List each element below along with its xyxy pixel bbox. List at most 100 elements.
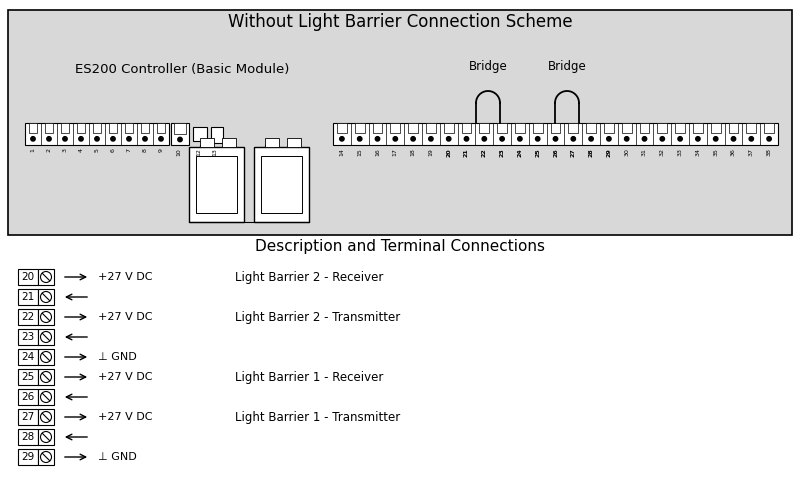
Bar (675, 123, 685, 133)
Circle shape (41, 351, 51, 363)
Bar (408, 123, 418, 133)
Text: 18: 18 (410, 148, 416, 156)
Circle shape (589, 137, 594, 141)
Circle shape (714, 137, 718, 141)
Text: 27: 27 (22, 412, 34, 422)
Bar (38, 349, 54, 365)
Bar (141, 123, 150, 133)
Text: 35: 35 (714, 148, 718, 156)
Text: 20: 20 (446, 148, 451, 157)
Bar (693, 123, 702, 133)
Bar (18, 409, 38, 425)
Circle shape (464, 137, 469, 141)
Bar (38, 269, 54, 285)
Bar (604, 123, 614, 133)
Bar (764, 123, 774, 133)
Circle shape (660, 137, 665, 141)
Bar (18, 389, 38, 405)
Text: Without Light Barrier Connection Scheme: Without Light Barrier Connection Scheme (228, 13, 572, 31)
Bar (479, 123, 489, 133)
Circle shape (41, 432, 51, 442)
Bar (711, 123, 721, 133)
Bar (195, 156, 238, 213)
Text: 37: 37 (749, 148, 754, 156)
Bar (109, 123, 118, 133)
Text: 21: 21 (464, 148, 469, 157)
Bar (533, 123, 542, 133)
Text: 14: 14 (339, 148, 344, 156)
Text: 22: 22 (482, 148, 486, 157)
Circle shape (429, 137, 433, 141)
Bar (25, 123, 169, 145)
Circle shape (696, 137, 700, 141)
Text: 20: 20 (22, 272, 34, 282)
Bar (171, 123, 189, 145)
Text: Bridge: Bridge (469, 60, 507, 73)
Bar (29, 123, 38, 133)
Text: Description and Terminal Connections: Description and Terminal Connections (255, 240, 545, 254)
Bar (729, 123, 738, 133)
Text: Light Barrier 1 - Receiver: Light Barrier 1 - Receiver (235, 370, 383, 384)
Text: 29: 29 (22, 452, 34, 462)
Text: 25: 25 (22, 372, 34, 382)
Circle shape (731, 137, 736, 141)
Bar (515, 123, 525, 133)
Circle shape (482, 137, 486, 141)
Circle shape (78, 137, 83, 141)
Bar (261, 156, 302, 213)
Bar (18, 349, 38, 365)
Bar (200, 138, 214, 147)
Text: 24: 24 (22, 352, 34, 362)
Bar (38, 429, 54, 445)
Circle shape (62, 137, 67, 141)
Circle shape (158, 137, 163, 141)
Text: 30: 30 (624, 148, 629, 156)
Text: Bridge: Bridge (548, 60, 586, 73)
Bar (550, 123, 560, 133)
Text: 26: 26 (553, 148, 558, 157)
Bar (18, 369, 38, 385)
Circle shape (340, 137, 344, 141)
Text: ⊥ GND: ⊥ GND (98, 352, 137, 362)
Bar (18, 329, 38, 345)
Text: 24: 24 (518, 148, 522, 157)
Circle shape (41, 371, 51, 383)
Circle shape (46, 137, 51, 141)
Text: 25: 25 (535, 148, 540, 157)
Circle shape (375, 137, 380, 141)
Text: 1: 1 (30, 148, 35, 152)
Text: 22: 22 (22, 312, 34, 322)
Bar (38, 449, 54, 465)
Bar (746, 123, 756, 133)
Circle shape (358, 137, 362, 141)
Text: 36: 36 (731, 148, 736, 156)
Text: 34: 34 (695, 148, 701, 156)
Text: 9: 9 (158, 148, 163, 152)
Text: ⊥ GND: ⊥ GND (98, 452, 137, 462)
Bar (337, 123, 346, 133)
Text: 2: 2 (46, 148, 51, 152)
Text: 19: 19 (429, 148, 434, 156)
Circle shape (642, 137, 646, 141)
Circle shape (41, 451, 51, 463)
Circle shape (625, 137, 629, 141)
Bar (254, 147, 309, 222)
Bar (222, 138, 236, 147)
Bar (444, 123, 454, 133)
Circle shape (41, 332, 51, 343)
Bar (18, 429, 38, 445)
Circle shape (41, 271, 51, 283)
Text: 32: 32 (660, 148, 665, 156)
Bar (18, 289, 38, 305)
Circle shape (41, 312, 51, 322)
Bar (640, 123, 650, 133)
Circle shape (411, 137, 415, 141)
Bar (38, 309, 54, 325)
Text: Light Barrier 2 - Transmitter: Light Barrier 2 - Transmitter (235, 311, 400, 323)
Circle shape (749, 137, 754, 141)
Text: 5: 5 (94, 148, 99, 152)
Bar (426, 123, 436, 133)
Bar (8, 10, 792, 235)
Bar (61, 123, 70, 133)
Text: +27 V DC: +27 V DC (98, 272, 153, 282)
